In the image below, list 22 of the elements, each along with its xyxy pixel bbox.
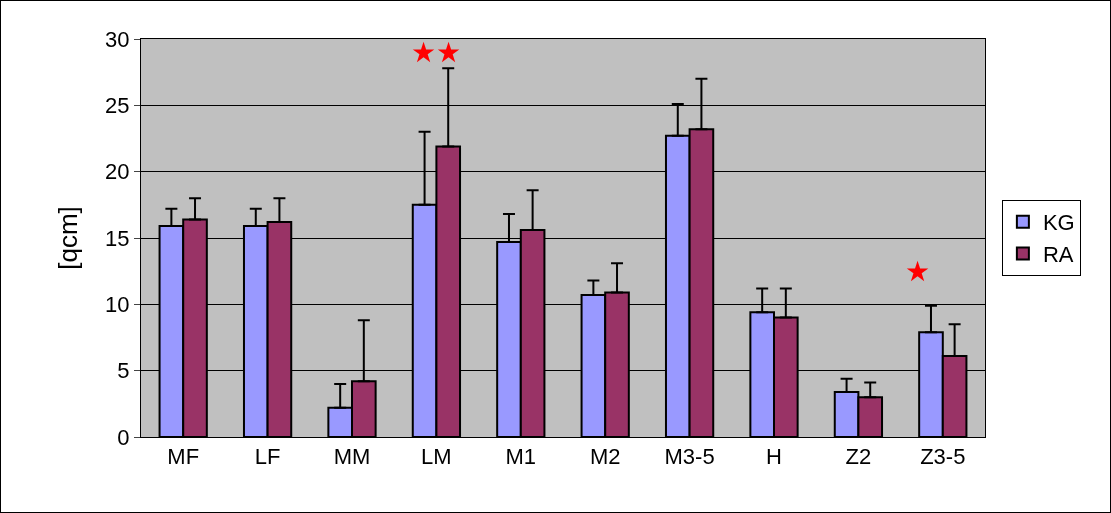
annotation: ★★	[411, 36, 462, 69]
y-tick-label: 25	[105, 93, 130, 119]
y-tick-label: 20	[105, 159, 130, 185]
x-tick-label: Z2	[845, 444, 872, 470]
x-tick-label: MF	[167, 444, 200, 470]
legend-label: RA	[1042, 241, 1074, 267]
x-tick-label: LF	[254, 444, 281, 470]
x-tick-label: LM	[421, 444, 452, 470]
annotation: ★	[905, 255, 931, 288]
x-tick-label: Z3-5	[920, 444, 966, 470]
y-tick-label: 0	[117, 424, 130, 450]
x-tick-label: M1	[505, 444, 537, 470]
legend-label: KG	[1042, 210, 1075, 236]
y-axis-title: [qcm]	[52, 206, 83, 270]
x-tick-label: H	[766, 444, 782, 470]
y-tick-label: 30	[105, 26, 130, 52]
y-tick-label: 10	[105, 292, 130, 318]
x-tick-label: M2	[589, 444, 621, 470]
x-tick-label: M3-5	[664, 444, 715, 470]
x-tick-label: MM	[333, 444, 371, 470]
y-tick-label: 5	[117, 358, 130, 384]
y-tick-label: 15	[105, 225, 130, 251]
